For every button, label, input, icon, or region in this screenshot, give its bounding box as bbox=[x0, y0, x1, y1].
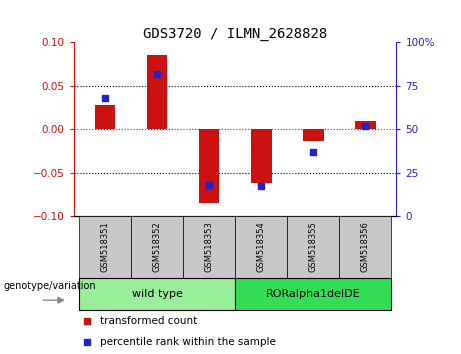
Bar bbox=[251, 129, 272, 183]
Bar bbox=[235, 278, 391, 310]
Bar bbox=[339, 216, 391, 278]
Text: GSM518356: GSM518356 bbox=[361, 222, 370, 272]
Title: GDS3720 / ILMN_2628828: GDS3720 / ILMN_2628828 bbox=[143, 28, 327, 41]
Bar bbox=[199, 129, 219, 203]
Bar bbox=[131, 216, 183, 278]
Bar bbox=[235, 216, 287, 278]
Bar bbox=[355, 120, 376, 129]
Bar bbox=[303, 129, 324, 141]
Text: GSM518351: GSM518351 bbox=[100, 222, 110, 272]
Text: percentile rank within the sample: percentile rank within the sample bbox=[100, 337, 276, 347]
Text: GSM518354: GSM518354 bbox=[257, 222, 266, 272]
Bar bbox=[95, 105, 115, 129]
Text: GSM518353: GSM518353 bbox=[205, 222, 213, 272]
Text: wild type: wild type bbox=[131, 289, 183, 299]
Bar bbox=[79, 216, 131, 278]
Text: GSM518352: GSM518352 bbox=[153, 222, 161, 272]
Text: GSM518355: GSM518355 bbox=[309, 222, 318, 272]
Text: genotype/variation: genotype/variation bbox=[4, 281, 96, 291]
Bar bbox=[79, 278, 235, 310]
Bar bbox=[287, 216, 339, 278]
Text: RORalpha1delDE: RORalpha1delDE bbox=[266, 289, 361, 299]
Bar bbox=[147, 56, 167, 129]
Bar bbox=[183, 216, 235, 278]
Text: transformed count: transformed count bbox=[100, 316, 197, 326]
